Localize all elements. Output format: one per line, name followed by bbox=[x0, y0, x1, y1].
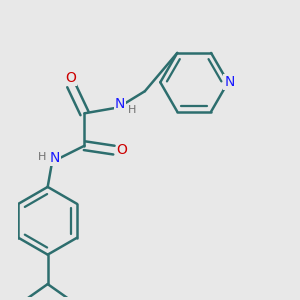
Text: H: H bbox=[38, 152, 46, 163]
Text: O: O bbox=[65, 71, 76, 85]
Text: N: N bbox=[115, 97, 125, 111]
Text: H: H bbox=[128, 105, 136, 116]
Text: N: N bbox=[49, 152, 60, 165]
Text: O: O bbox=[117, 142, 128, 157]
Text: N: N bbox=[224, 75, 235, 89]
